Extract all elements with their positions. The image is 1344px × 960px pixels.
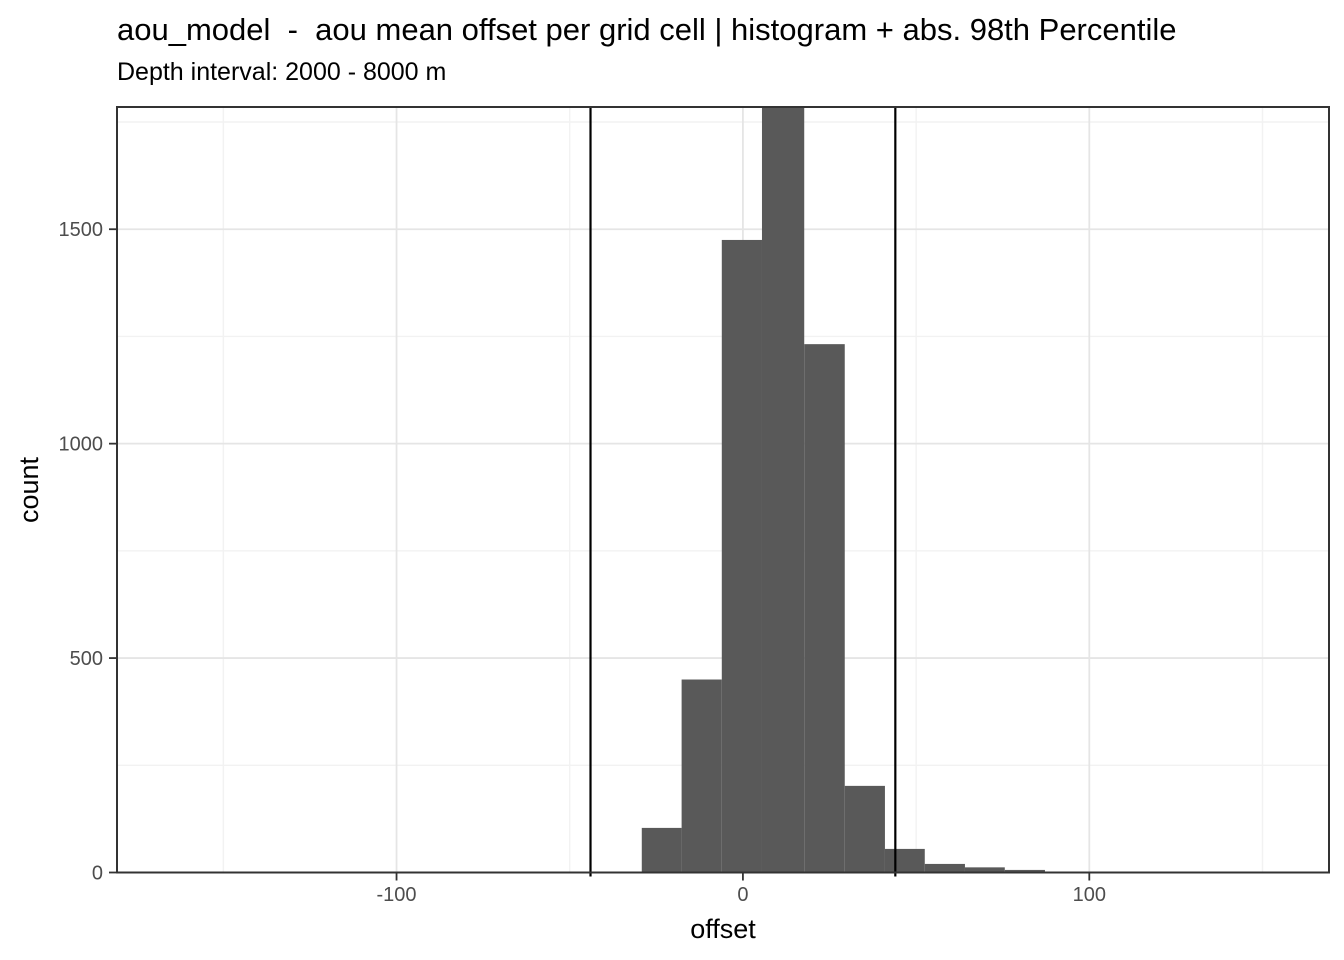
y-tick-label: 1500 bbox=[59, 219, 104, 241]
histogram-bar bbox=[844, 785, 885, 873]
y-tick-label: 1000 bbox=[59, 434, 104, 456]
histogram-bar bbox=[1004, 869, 1045, 873]
histogram-bar bbox=[924, 863, 965, 873]
x-tick-label: 100 bbox=[1073, 884, 1106, 906]
y-axis-title-text: count bbox=[14, 456, 44, 524]
histogram-bar bbox=[681, 679, 722, 873]
plot-subtitle: Depth interval: 2000 - 8000 m bbox=[117, 58, 447, 86]
histogram-bar bbox=[721, 239, 762, 873]
y-tick-label: 0 bbox=[92, 863, 103, 885]
plot-title: aou_model - aou mean offset per grid cel… bbox=[117, 12, 1177, 47]
y-tick-label: 500 bbox=[70, 648, 103, 670]
histogram-bar bbox=[884, 848, 925, 873]
histogram-bar bbox=[964, 867, 1005, 873]
x-tick-label: 0 bbox=[737, 884, 748, 906]
x-tick-label: -100 bbox=[377, 884, 417, 906]
x-axis-title: offset bbox=[690, 914, 756, 944]
panel-border bbox=[116, 106, 1330, 874]
histogram-bar bbox=[641, 827, 682, 873]
histogram-bar bbox=[804, 344, 845, 873]
histogram-bar bbox=[761, 107, 805, 873]
